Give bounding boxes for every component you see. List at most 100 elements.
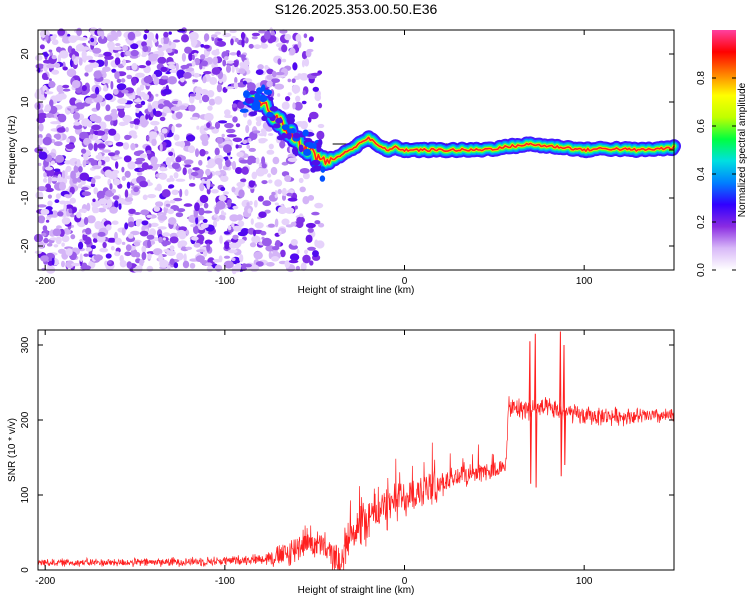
spectrogram-noise-cell (207, 90, 215, 98)
signal-scatter-cell (303, 148, 312, 156)
spectrogram-noise-cell (48, 49, 53, 53)
spectrogram-noise-cell (261, 237, 272, 247)
spectrogram-noise-cell (57, 211, 64, 217)
spectrogram-noise-cell (153, 205, 161, 212)
spectrogram-noise-cell (64, 160, 72, 165)
spectrogram-noise-cell (266, 68, 274, 75)
spectrogram-x-label: Height of straight line (km) (298, 285, 415, 296)
spectrogram-noise-cell (203, 210, 213, 214)
spectrogram-noise-cell (116, 78, 122, 84)
spectrogram-noise-cell (189, 116, 199, 121)
spectrogram-noise-cell (222, 212, 227, 216)
spectrogram-noise-cell (196, 249, 206, 253)
spectrogram-noise-cell (61, 260, 65, 268)
spectrogram-noise-cell (206, 243, 211, 252)
spectrogram-noise-cell (214, 206, 220, 215)
colorbar-label: Normalized spectral amplitude (737, 82, 748, 217)
spectrogram-noise-cell (229, 30, 237, 34)
spectrogram-noise-cell (38, 162, 42, 167)
spectrogram-noise-cell (136, 150, 145, 154)
spectrogram-noise-cell (214, 170, 221, 176)
spectrogram-noise-cell (39, 44, 45, 50)
spectrogram-noise-cell (277, 188, 282, 195)
spectrogram-noise-cell (212, 259, 221, 263)
spectrogram-noise-cell (159, 116, 166, 122)
spectrogram-noise-cell (150, 222, 159, 227)
spectrogram-noise-cell (78, 241, 84, 250)
signal-scatter-cell (298, 144, 304, 153)
spectrogram-noise-cell (62, 66, 68, 71)
spectrogram-noise-cell (299, 168, 310, 174)
spectrogram-noise-cell (143, 75, 153, 84)
spectrogram-noise-cell (231, 222, 235, 228)
spectrogram-noise-cell (40, 255, 49, 262)
spectrogram-noise-cell (84, 97, 95, 104)
spectrogram-noise-cell (127, 221, 135, 228)
spectrogram-noise-cell (199, 194, 209, 204)
spectrogram-noise-cell (226, 134, 237, 138)
spectrogram-noise-cell (304, 58, 310, 67)
signal-scatter-cell (251, 103, 261, 111)
spectrogram-noise-cell (124, 189, 129, 199)
spectrogram-noise-cell (300, 120, 308, 130)
spectrogram-noise-cell (245, 125, 250, 134)
spectrogram-noise-cell (281, 187, 287, 197)
spectrogram-noise-cell (167, 64, 176, 70)
spectrogram-noise-cell (111, 220, 119, 225)
spectrogram-noise-cell (115, 43, 121, 47)
spectrogram-noise-cell (233, 82, 239, 89)
spectrogram-noise-cell (162, 106, 170, 113)
spectrogram-noise-cell (165, 157, 172, 166)
spectrogram-noise-cell (232, 234, 239, 240)
spectrogram-noise-cell (109, 206, 118, 214)
spectrogram-noise-cell (194, 93, 202, 100)
spectrogram-noise-cell (151, 138, 157, 147)
spectrogram-noise-cell (167, 208, 175, 215)
signal-scatter-cell (286, 113, 296, 119)
spectrogram-noise-cell (305, 222, 316, 229)
spectrogram-noise-cell (277, 206, 288, 215)
spectrogram-noise-cell (253, 251, 263, 260)
spectrogram-noise-cell (266, 149, 275, 155)
spectrogram-noise-cell (193, 225, 199, 234)
spectrogram-noise-cell (193, 242, 201, 248)
spectrogram-noise-cell (81, 148, 87, 154)
spectrogram-noise-cell (68, 208, 73, 214)
spectrogram-noise-cell (252, 130, 261, 134)
spectrogram-noise-cell (281, 218, 290, 226)
spectrogram-noise-cell (54, 199, 60, 204)
spectrogram-noise-cell (211, 67, 221, 75)
spectrogram-noise-cell (56, 84, 64, 93)
spectrogram-noise-cell (97, 160, 102, 167)
spectrogram-noise-cell (68, 35, 78, 43)
spectrogram-noise-cell (81, 85, 87, 92)
spectrogram-noise-cell (169, 236, 179, 244)
spectrogram-noise-cell (301, 100, 307, 105)
spectrogram-noise-cell (115, 161, 119, 169)
spectrogram-noise-cell (146, 265, 154, 272)
spectrogram-y-tick-label: 10 (20, 96, 31, 108)
spectrogram-noise-cell (160, 37, 164, 44)
spectrogram-noise-cell (235, 241, 240, 250)
spectrogram-noise-cell (79, 253, 83, 263)
spectrogram-noise-cell (318, 102, 323, 109)
spectrogram-noise-cell (276, 74, 286, 78)
spectrogram-noise-cell (159, 172, 168, 180)
spectrogram-noise-cell (243, 59, 250, 67)
spectrogram-noise-cell (257, 64, 264, 70)
spectrogram-noise-cell (311, 211, 320, 216)
spectrogram-noise-cell (248, 147, 256, 152)
signal-scatter-cell (275, 117, 283, 124)
spectrogram-noise-cell (167, 76, 177, 85)
spectrogram-noise-cell (263, 129, 267, 137)
spectrogram-noise-cell (214, 31, 222, 35)
spectrogram-noise-cell (160, 134, 165, 141)
snr-y-tick-label: 0 (20, 567, 31, 573)
spectrogram-noise-cell (116, 105, 126, 109)
spectrogram-noise-cell (127, 31, 136, 41)
spectrogram-noise-cell (173, 197, 183, 202)
spectrogram-noise-cell (255, 120, 262, 127)
spectrogram-noise-cell (177, 28, 186, 33)
spectrogram-noise-cell (161, 189, 171, 198)
spectrogram-noise-cell (146, 150, 152, 155)
